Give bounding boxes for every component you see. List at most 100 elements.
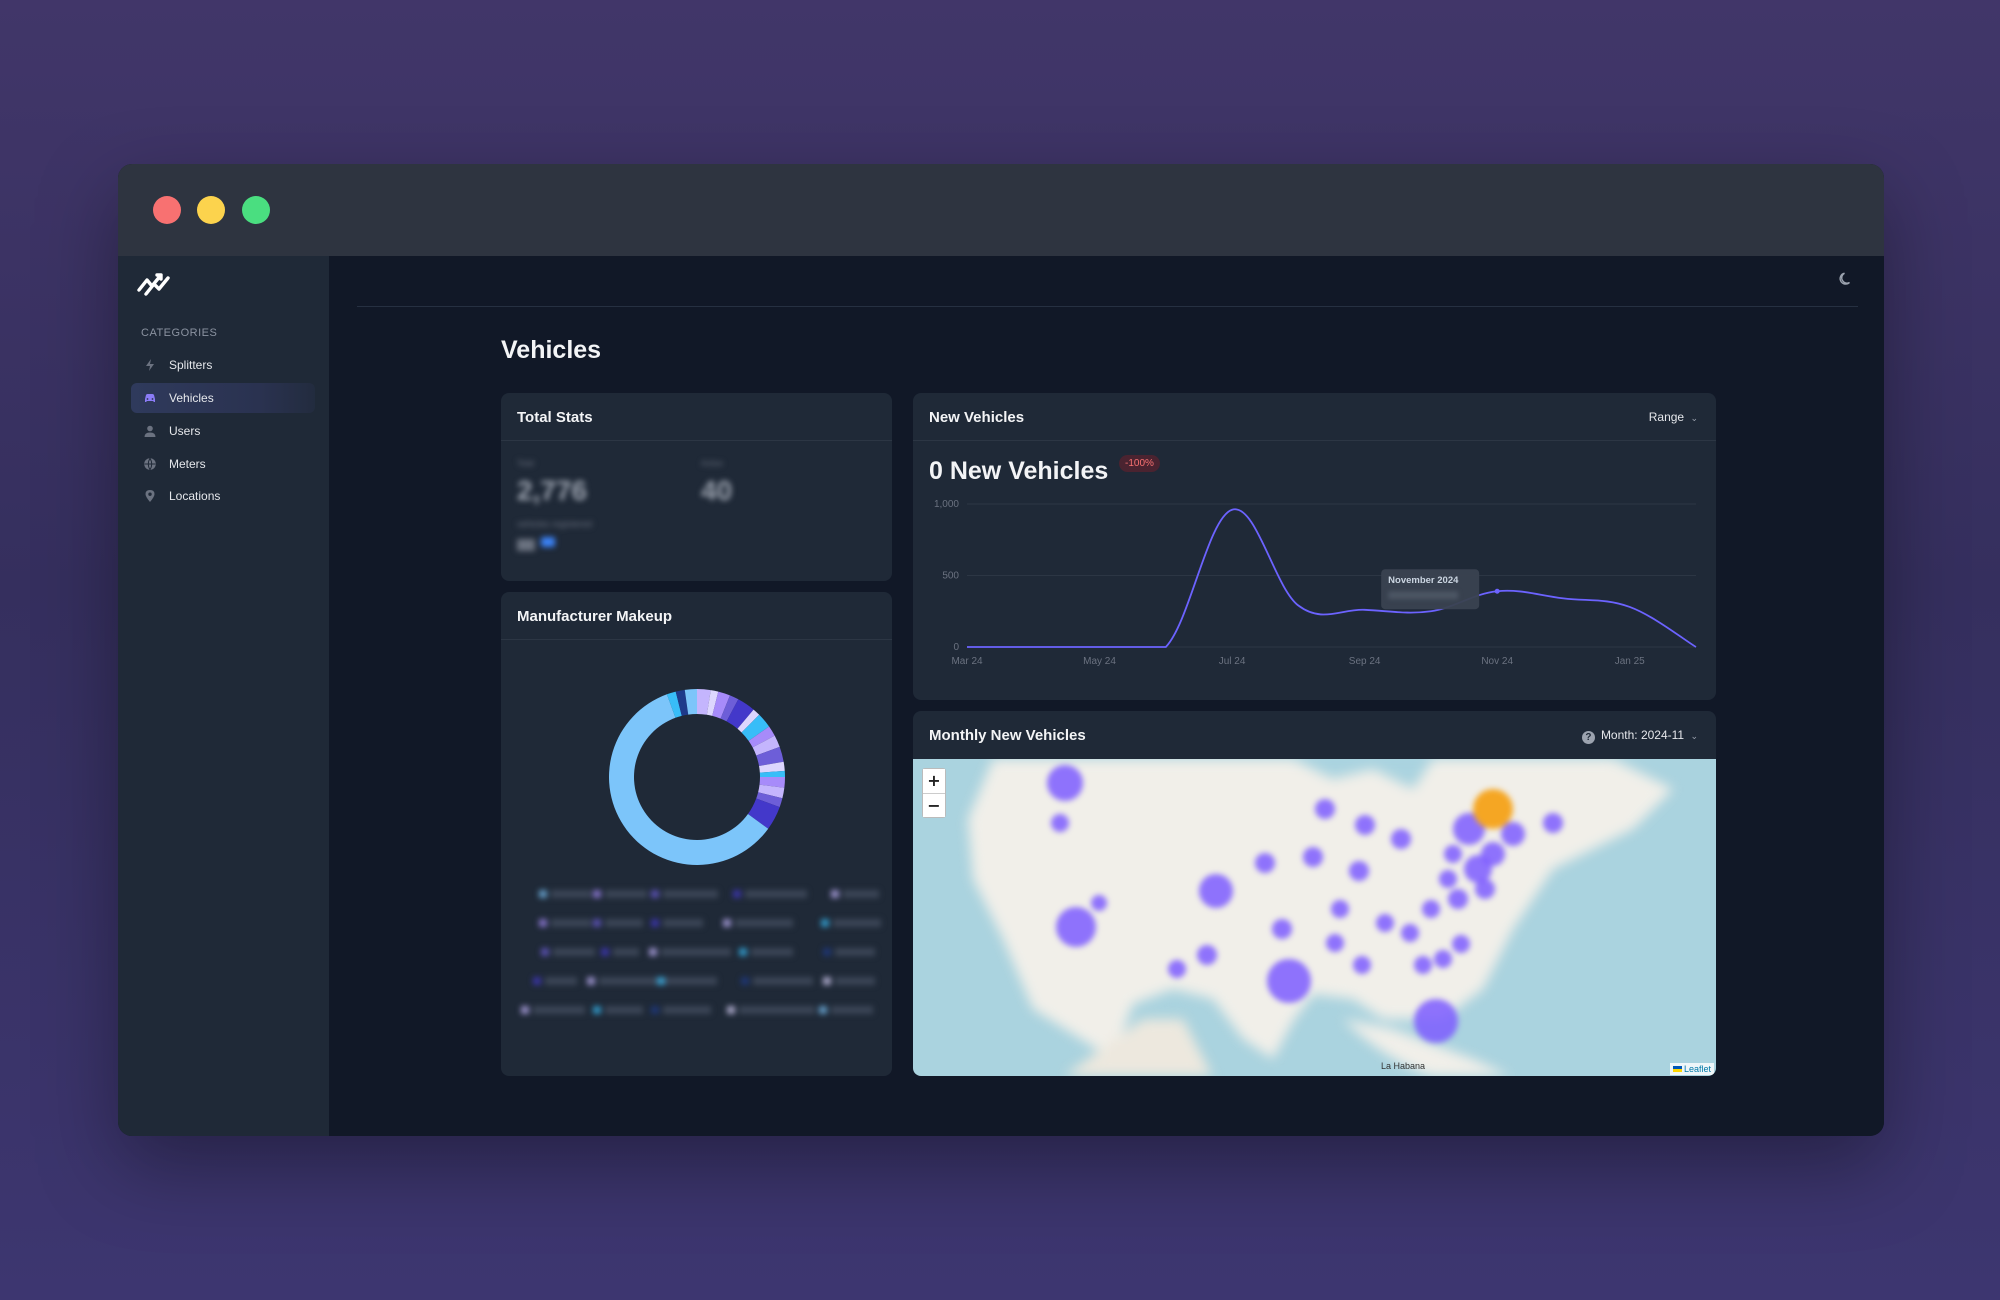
map-marker[interactable] [1376,914,1394,932]
map-marker[interactable] [1501,822,1525,846]
sidebar-item-locations[interactable]: Locations [131,481,315,511]
map-marker[interactable] [1452,935,1470,953]
donut-slice[interactable] [747,798,780,829]
map-marker[interactable] [1543,813,1563,833]
legend-swatch [593,1006,601,1014]
chevron-down-icon: ⌄ [1690,413,1698,423]
map-marker[interactable] [1448,889,1468,909]
map-marker[interactable] [1168,960,1186,978]
close-window-button[interactable] [153,196,181,224]
donut-slice[interactable] [666,691,682,718]
donut-slice[interactable] [675,689,689,716]
zoom-out-button[interactable]: − [923,793,945,817]
map-attribution[interactable]: Leaflet [1669,1063,1714,1075]
legend-swatch [739,948,747,956]
map-marker[interactable] [1255,853,1275,873]
vehicle-map[interactable]: La Habana + − Leaflet [913,759,1716,1076]
stat-indicator [541,537,555,547]
map-marker[interactable] [1414,956,1432,974]
donut-slice[interactable] [720,695,739,722]
title-bar [118,164,1884,256]
map-marker[interactable] [1401,924,1419,942]
flag-icon [1672,1066,1682,1072]
sidebar-item-meters[interactable]: Meters [131,449,315,479]
attribution-link[interactable]: Leaflet [1683,1064,1711,1074]
legend-swatch [733,890,741,898]
moon-icon[interactable] [1838,271,1854,287]
sidebar-item-splitters[interactable]: Splitters [131,350,315,380]
minimize-window-button[interactable] [197,196,225,224]
x-tick-label: May 24 [1083,656,1116,667]
new-vehicles-line-chart[interactable]: 0 500 1,000 Mar 24 May 24 Jul 24 Sep 24 Nov 24 J… [913,500,1716,700]
map-marker[interactable] [1481,842,1505,866]
map-marker[interactable] [1326,934,1344,952]
donut-slice[interactable] [712,691,730,719]
lightning-icon [146,359,154,371]
legend-swatch [521,1006,529,1014]
maximize-window-button[interactable] [242,196,270,224]
x-tick-label: Nov 24 [1481,656,1513,667]
donut-slice[interactable] [758,784,785,799]
donut-slice[interactable] [706,690,719,716]
stat-value: 40 [701,475,733,506]
map-marker[interactable] [1434,950,1452,968]
donut-slice[interactable] [741,714,770,741]
map-marker[interactable] [1051,814,1069,832]
map-marker[interactable] [1475,879,1495,899]
donut-slice[interactable] [756,792,783,808]
legend-swatch [727,1006,735,1014]
map-marker[interactable] [1047,765,1083,801]
map-marker[interactable] [1199,874,1233,908]
map-marker[interactable] [1272,919,1292,939]
legend-label-obscured [831,1006,873,1014]
monthly-new-vehicles-title: Monthly New Vehicles [929,727,1086,744]
legend-label-obscured [669,977,717,985]
donut-slice[interactable] [684,689,697,715]
map-marker[interactable] [1414,999,1458,1043]
legend-label-obscured [833,919,881,927]
sidebar-item-vehicles[interactable]: Vehicles [131,383,315,413]
card-header: New Vehicles Range ⌄ [913,393,1716,441]
zigzag-logo-icon[interactable] [137,270,171,298]
donut-slice[interactable] [748,726,775,748]
donut-slice[interactable] [737,709,760,733]
map-marker-highlighted[interactable] [1473,789,1513,829]
donut-slice[interactable] [756,746,784,767]
help-icon[interactable]: ? [1581,731,1595,744]
range-dropdown[interactable]: Range ⌄ [1649,410,1698,424]
map-marker[interactable] [1267,959,1311,1003]
month-select[interactable]: ? Month: 2024-11 ⌄ [1581,728,1698,744]
monthly-new-vehicles-card: Monthly New Vehicles ? Month: 2024-11 ⌄ L… [913,711,1716,1076]
legend-swatch [593,890,601,898]
map-marker[interactable] [1197,945,1217,965]
legend-label-obscured [605,890,647,898]
legend-label-obscured [599,977,669,985]
map-marker[interactable] [1056,907,1096,947]
map-marker[interactable] [1444,845,1462,863]
zoom-in-button[interactable]: + [923,769,945,793]
map-marker[interactable] [1349,861,1369,881]
total-stats-title: Total Stats [517,409,593,426]
donut-slice[interactable] [697,689,711,715]
map-marker[interactable] [1422,900,1440,918]
map-land [968,759,1673,1076]
map-marker[interactable] [1303,847,1323,867]
y-tick-label: 500 [942,571,959,582]
donut-slice[interactable] [759,761,785,773]
map-marker[interactable] [1439,870,1457,888]
map-marker[interactable] [1355,815,1375,835]
donut-slice[interactable] [609,694,769,865]
legend-label-obscured [663,1006,711,1014]
map-marker[interactable] [1315,799,1335,819]
donut-slice[interactable] [759,777,785,788]
new-vehicles-headline: 0 New Vehicles [929,457,1109,485]
map-marker[interactable] [1391,829,1411,849]
donut-slice[interactable] [726,699,754,729]
donut-slice[interactable] [752,735,780,756]
legend-label-obscured [843,890,879,898]
donut-slice[interactable] [759,770,785,777]
map-marker[interactable] [1353,956,1371,974]
map-marker[interactable] [1091,895,1107,911]
map-marker[interactable] [1331,900,1349,918]
sidebar-item-users[interactable]: Users [131,416,315,446]
